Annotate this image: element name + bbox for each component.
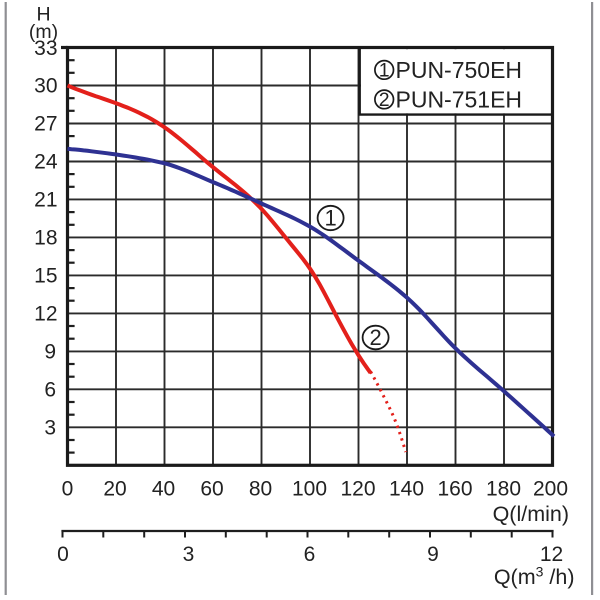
svg-text:9: 9 <box>44 340 56 363</box>
svg-text:6: 6 <box>44 378 56 401</box>
svg-text:3: 3 <box>183 543 195 566</box>
svg-text:18: 18 <box>34 226 57 249</box>
svg-text:80: 80 <box>249 478 272 501</box>
svg-text:6: 6 <box>304 543 316 566</box>
svg-text:180: 180 <box>486 478 521 501</box>
svg-text:PUN-751EH: PUN-751EH <box>396 86 523 112</box>
svg-text:1: 1 <box>379 60 390 82</box>
svg-text:0: 0 <box>62 478 74 501</box>
svg-text:30: 30 <box>34 75 57 98</box>
svg-text:140: 140 <box>389 478 424 501</box>
svg-text:Q(l/min): Q(l/min) <box>493 502 569 526</box>
svg-text:60: 60 <box>200 478 223 501</box>
svg-text:20: 20 <box>103 478 126 501</box>
svg-text:H: H <box>36 4 50 26</box>
svg-text:120: 120 <box>340 478 375 501</box>
svg-text:160: 160 <box>437 478 472 501</box>
svg-text:100: 100 <box>292 478 327 501</box>
svg-text:2: 2 <box>379 89 390 111</box>
svg-text:Q(m3 /h): Q(m3 /h) <box>494 564 575 590</box>
svg-text:9: 9 <box>427 543 439 566</box>
svg-text:40: 40 <box>152 478 175 501</box>
svg-text:0: 0 <box>57 543 69 566</box>
svg-text:21: 21 <box>34 188 57 211</box>
svg-text:33: 33 <box>34 37 57 60</box>
svg-text:PUN-750EH: PUN-750EH <box>396 57 523 83</box>
svg-text:(m): (m) <box>29 21 58 43</box>
svg-text:15: 15 <box>34 264 57 287</box>
svg-text:24: 24 <box>34 151 58 174</box>
svg-text:2: 2 <box>369 325 381 350</box>
svg-text:12: 12 <box>540 543 563 566</box>
svg-text:3: 3 <box>44 416 56 439</box>
svg-text:12: 12 <box>34 302 57 325</box>
svg-text:27: 27 <box>34 113 57 136</box>
svg-text:1: 1 <box>324 206 336 231</box>
svg-text:200: 200 <box>533 478 568 501</box>
